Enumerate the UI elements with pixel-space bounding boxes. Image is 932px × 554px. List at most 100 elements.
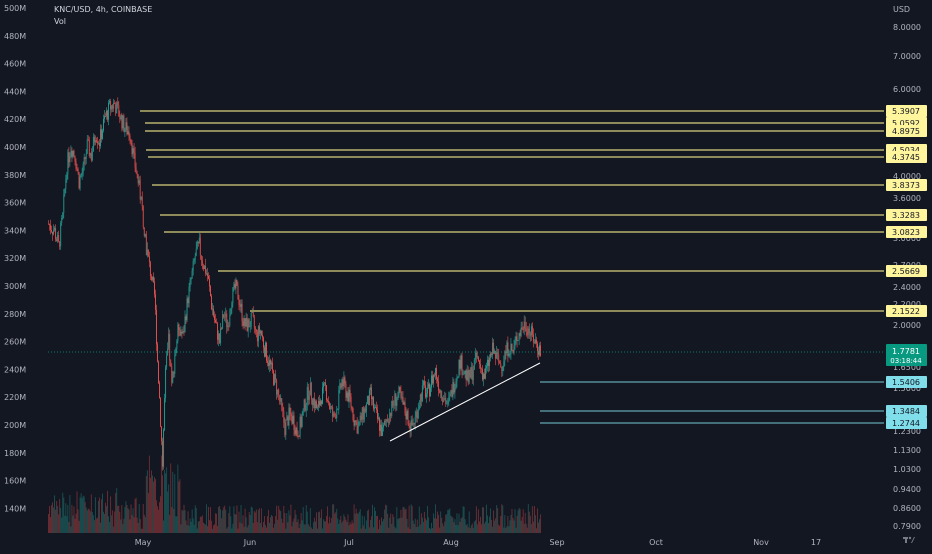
candle-body [69,156,71,163]
candle-body [65,179,67,189]
candle-body [85,153,87,160]
volume-bar [449,508,451,533]
candle-body [194,255,196,261]
volume-bar [91,512,93,533]
candle-body [479,363,481,369]
volume-bar [400,509,402,533]
volume-bar [344,516,346,533]
volume-bar [49,506,50,533]
candle-body [363,408,365,420]
candle-body [493,342,495,354]
candle-body [400,391,402,398]
candle-body [189,279,191,287]
volume-bar [483,507,484,533]
right-axis-tick: 1.1300 [893,446,921,455]
volume-bar [233,506,235,533]
volume-bar [58,514,60,533]
candle-body [514,340,516,347]
volume-bar [491,519,493,533]
candle-body [71,150,73,157]
volume-bar [305,505,307,533]
volume-bar [439,527,441,533]
volume-bar [288,510,290,533]
volume-bar [78,520,80,533]
candle-body [345,383,347,398]
candle-body [405,413,407,420]
volume-bar [359,509,361,533]
volume-bar [285,528,287,533]
volume-bar [461,517,463,533]
volume-bar [90,494,92,533]
volume-bar [456,513,458,533]
candle-body [212,308,213,310]
volume-bar [424,518,426,533]
support-label-box [886,405,927,417]
volume-bar [157,506,158,533]
left-axis-tick: 300M [4,282,26,291]
candle-body [132,148,134,155]
volume-bar [409,528,411,533]
volume-bar [246,527,248,533]
candle-body [474,352,476,360]
volume-bar [501,504,503,533]
volume-bar [366,510,368,533]
candle-body [242,321,244,326]
volume-bar [124,507,126,533]
volume-bar [426,520,427,533]
volume-bar [520,520,522,533]
candle-body [409,426,411,432]
candle-body [430,387,431,397]
candle-body [457,376,459,378]
volume-bar [508,526,510,533]
volume-bar [499,525,501,533]
candle-body [240,303,242,307]
candle-body [347,392,349,402]
candle-body [182,331,184,334]
volume-bar [329,516,331,533]
candle-body [532,334,534,343]
candle-body [394,393,396,406]
candle-body [48,223,49,225]
candle-body [415,411,417,417]
candle-body [244,318,246,327]
candle-body [502,365,504,371]
candle-body [202,265,204,270]
resistance-label-box [886,105,927,117]
candle-body [283,411,285,423]
candle-body [318,401,319,408]
candle-body [73,150,75,156]
volume-bar [482,507,483,533]
volume-bar [149,477,151,533]
volume-bar [455,524,457,533]
x-axis-tick: Nov [753,538,769,547]
volume-bar [280,511,282,533]
volume-bar [134,499,136,533]
candle-body [386,419,388,422]
volume-bar [319,511,320,533]
candle-body [197,241,199,243]
volume-bar [100,522,101,533]
volume-bar [138,504,140,533]
right-axis-tick: 1.2300 [893,427,921,436]
left-axis-tick: 200M [4,421,26,430]
candle-body [80,175,82,177]
volume-bar [150,470,152,533]
tradingview-logo-icon[interactable] [903,534,915,546]
volume-bar [102,493,103,533]
candle-body [387,419,389,422]
volume-bar [380,525,381,533]
volume-bar [242,515,244,533]
candle-body [66,174,68,180]
candle-body [70,150,72,157]
candle-body [106,110,107,117]
candle-body [51,229,52,232]
volume-bar [369,519,371,533]
right-axis-tick: 2.4000 [893,283,921,292]
volume-bar [71,505,73,533]
volume-bar [507,516,509,533]
right-axis-tick: 4.0000 [893,172,921,181]
candle-body [156,309,157,345]
volume-bar [155,479,156,533]
